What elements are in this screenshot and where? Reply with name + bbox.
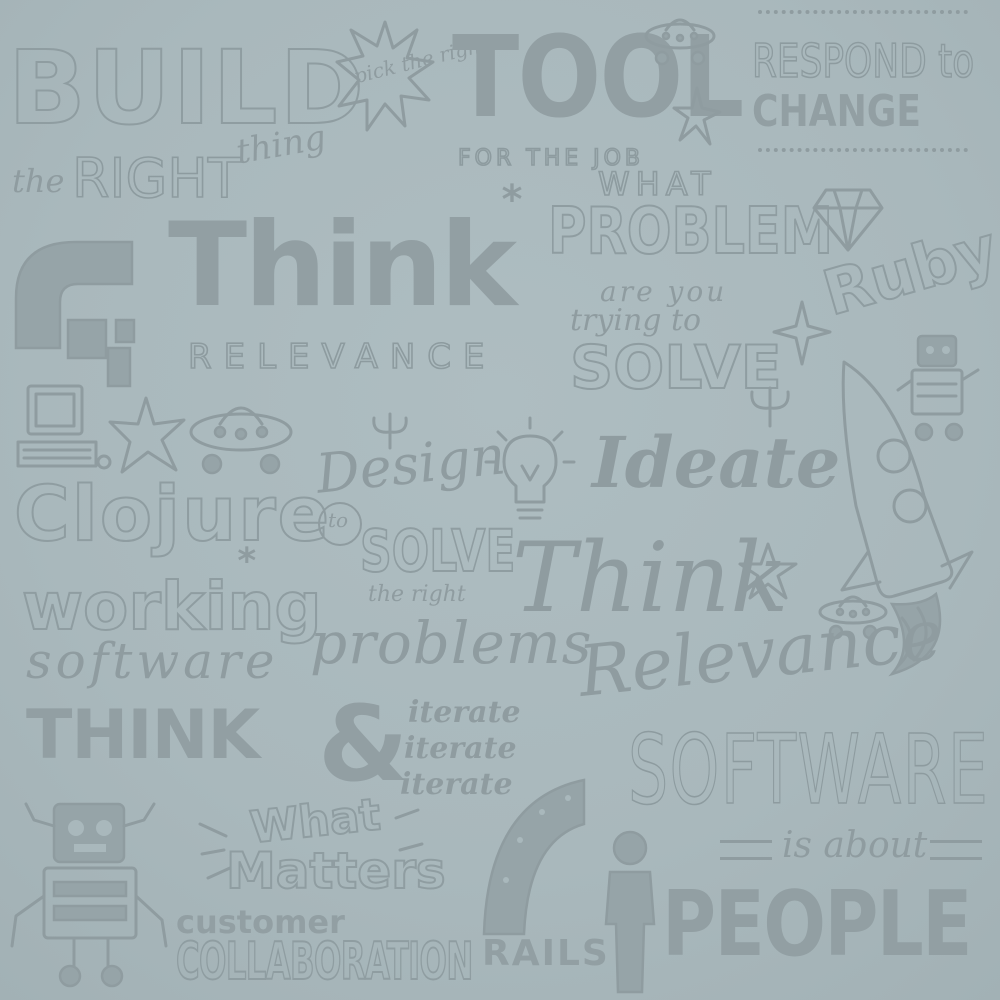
what-matters-word-2: Matters: [225, 842, 447, 900]
fleur-icon: [372, 412, 408, 450]
star-icon: [738, 542, 798, 600]
ufo-icon: [644, 18, 716, 66]
fleur-icon: [750, 386, 790, 428]
build-right-word: RIGHT: [71, 147, 241, 210]
problems-word: problems: [310, 609, 593, 677]
burst-icon: [335, 20, 435, 132]
trying-to-text: trying to: [570, 303, 702, 338]
working-word: working: [21, 568, 323, 645]
design-solve-word: SOLVE: [359, 517, 516, 585]
star-icon: [108, 396, 186, 474]
what-word: WHAT: [597, 165, 717, 203]
change-word: CHANGE: [752, 86, 922, 137]
iterate-word-3: iterate: [400, 767, 513, 802]
rocket-icon: [840, 360, 974, 677]
design-to-word: to: [328, 508, 349, 532]
diamond-icon: [812, 188, 884, 252]
people-word: PEOPLE: [662, 872, 973, 977]
lightbulb-icon: [484, 416, 576, 520]
ufo-icon: [818, 595, 888, 640]
think-big-word: Think: [168, 198, 517, 333]
relevance-small-text: RELEVANCE: [187, 337, 497, 377]
respond-to-text: RESPOND to: [751, 34, 975, 88]
collaboration-word: COLLABORATION: [175, 932, 474, 992]
bottom-dotted-line: [758, 148, 968, 156]
the-right-text: the right: [368, 582, 466, 607]
relevance-logo-icon: [14, 240, 136, 388]
clojure-word: Clojure: [13, 469, 332, 558]
is-about-text: is about: [782, 825, 928, 866]
solve-word: SOLVE: [569, 333, 783, 403]
think-script-word: Think: [512, 522, 789, 634]
robot-icon: [896, 334, 980, 442]
burst-lines-icon: [198, 808, 424, 880]
rails-word: RAILS: [482, 933, 610, 974]
ampersand-mark: &: [318, 683, 409, 805]
tool-word: TOOL: [452, 13, 744, 143]
computer-icon: [16, 384, 112, 470]
think-bold-word: THINK: [26, 696, 260, 775]
robot-icon: [10, 802, 168, 988]
speed-lines-right: [930, 840, 982, 860]
are-you-text: are you: [600, 275, 728, 308]
design-to-circle: [318, 502, 362, 546]
for-the-job-text: FOR THE JOB: [457, 146, 645, 171]
rainbow-icon: [482, 778, 586, 936]
build-word: BUILD: [7, 29, 367, 148]
star-icon: [772, 300, 832, 366]
ufo-icon: [189, 406, 293, 475]
software-big-word: SOFTWARE: [627, 714, 990, 826]
star-icon: [672, 86, 722, 146]
speed-lines-left: [720, 840, 772, 860]
iterate-word-2: iterate: [404, 731, 517, 766]
iterate-word-1: iterate: [408, 695, 521, 730]
asterisk-mark: *: [500, 177, 525, 223]
customer-word: customer: [176, 903, 345, 941]
person-icon: [604, 830, 656, 994]
asterisk-mark: *: [236, 541, 258, 582]
top-dotted-line: [758, 10, 968, 18]
software-small-word: software: [26, 632, 279, 690]
build-the-word: the: [12, 162, 65, 200]
problem-word: PROBLEM: [547, 195, 834, 269]
ideate-word: Ideate: [592, 421, 841, 504]
